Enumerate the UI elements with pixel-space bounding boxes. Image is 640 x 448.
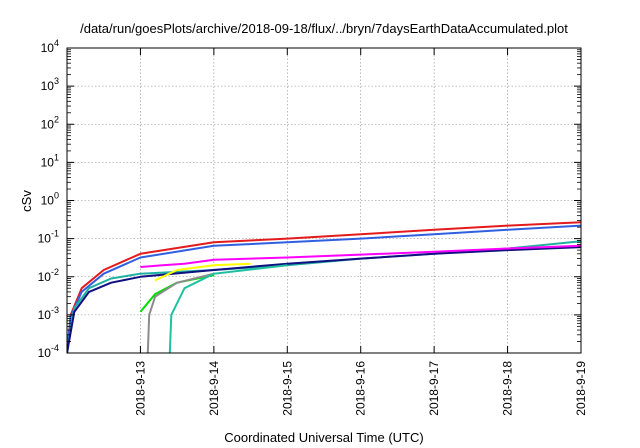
y-tick-base: 10	[41, 194, 55, 208]
x-tick-label: 2018-9-19	[574, 361, 588, 416]
y-tick-exponent: 3	[54, 76, 59, 86]
y-tick-exponent: 0	[54, 191, 59, 201]
y-tick-label: 102	[41, 114, 59, 131]
y-tick-exponent: -3	[51, 305, 59, 315]
y-tick-exponent: 4	[54, 38, 59, 48]
series-line	[67, 246, 581, 353]
ticks	[67, 47, 582, 354]
chart-title: /data/run/goesPlots/archive/2018-09-18/f…	[80, 21, 568, 36]
x-axis-label: Coordinated Universal Time (UTC)	[224, 430, 423, 445]
series-line	[146, 272, 215, 353]
y-tick-label: 103	[41, 76, 59, 93]
series-line	[67, 221, 581, 353]
x-tick-label: 2018-9-15	[280, 361, 294, 416]
y-tick-base: 10	[38, 232, 52, 246]
x-tick-label: 2018-9-16	[354, 361, 368, 416]
y-tick-base: 10	[38, 346, 52, 360]
y-axis-label: cSv	[19, 190, 34, 212]
series-line	[154, 262, 251, 282]
y-tick-label: 10-2	[38, 267, 59, 284]
y-tick-base: 10	[38, 270, 52, 284]
x-tick-label: 2018-9-13	[133, 361, 147, 416]
series-line	[140, 244, 581, 268]
y-tick-label: 10-4	[38, 343, 59, 360]
series-line	[168, 264, 288, 353]
y-tick-exponent: 1	[54, 152, 59, 162]
y-tick-base: 10	[41, 155, 55, 169]
y-tick-label: 104	[41, 38, 59, 55]
series-line	[67, 224, 581, 353]
y-tick-base: 10	[41, 117, 55, 131]
y-tick-exponent: -4	[51, 343, 59, 353]
y-tick-base: 10	[38, 308, 52, 322]
grid	[67, 48, 581, 353]
y-tick-exponent: -2	[51, 267, 59, 277]
x-tick-label: 2018-9-17	[427, 361, 441, 416]
y-tick-label: 10-1	[38, 229, 59, 246]
series-layer	[67, 221, 581, 353]
y-tick-base: 10	[41, 79, 55, 93]
y-tick-exponent: 2	[54, 114, 59, 124]
x-tick-label: 2018-9-14	[207, 361, 221, 416]
y-tick-label: 100	[41, 191, 59, 208]
x-tick-label: 2018-9-18	[501, 361, 515, 416]
y-tick-label: 10-3	[38, 305, 59, 322]
y-tick-exponent: -1	[51, 229, 59, 239]
y-tick-base: 10	[41, 41, 55, 55]
x-tick-labels: 2018-9-13 2018-9-14 2018-9-15 2018-9-16 2018…	[133, 361, 588, 416]
y-tick-label: 101	[41, 152, 59, 169]
